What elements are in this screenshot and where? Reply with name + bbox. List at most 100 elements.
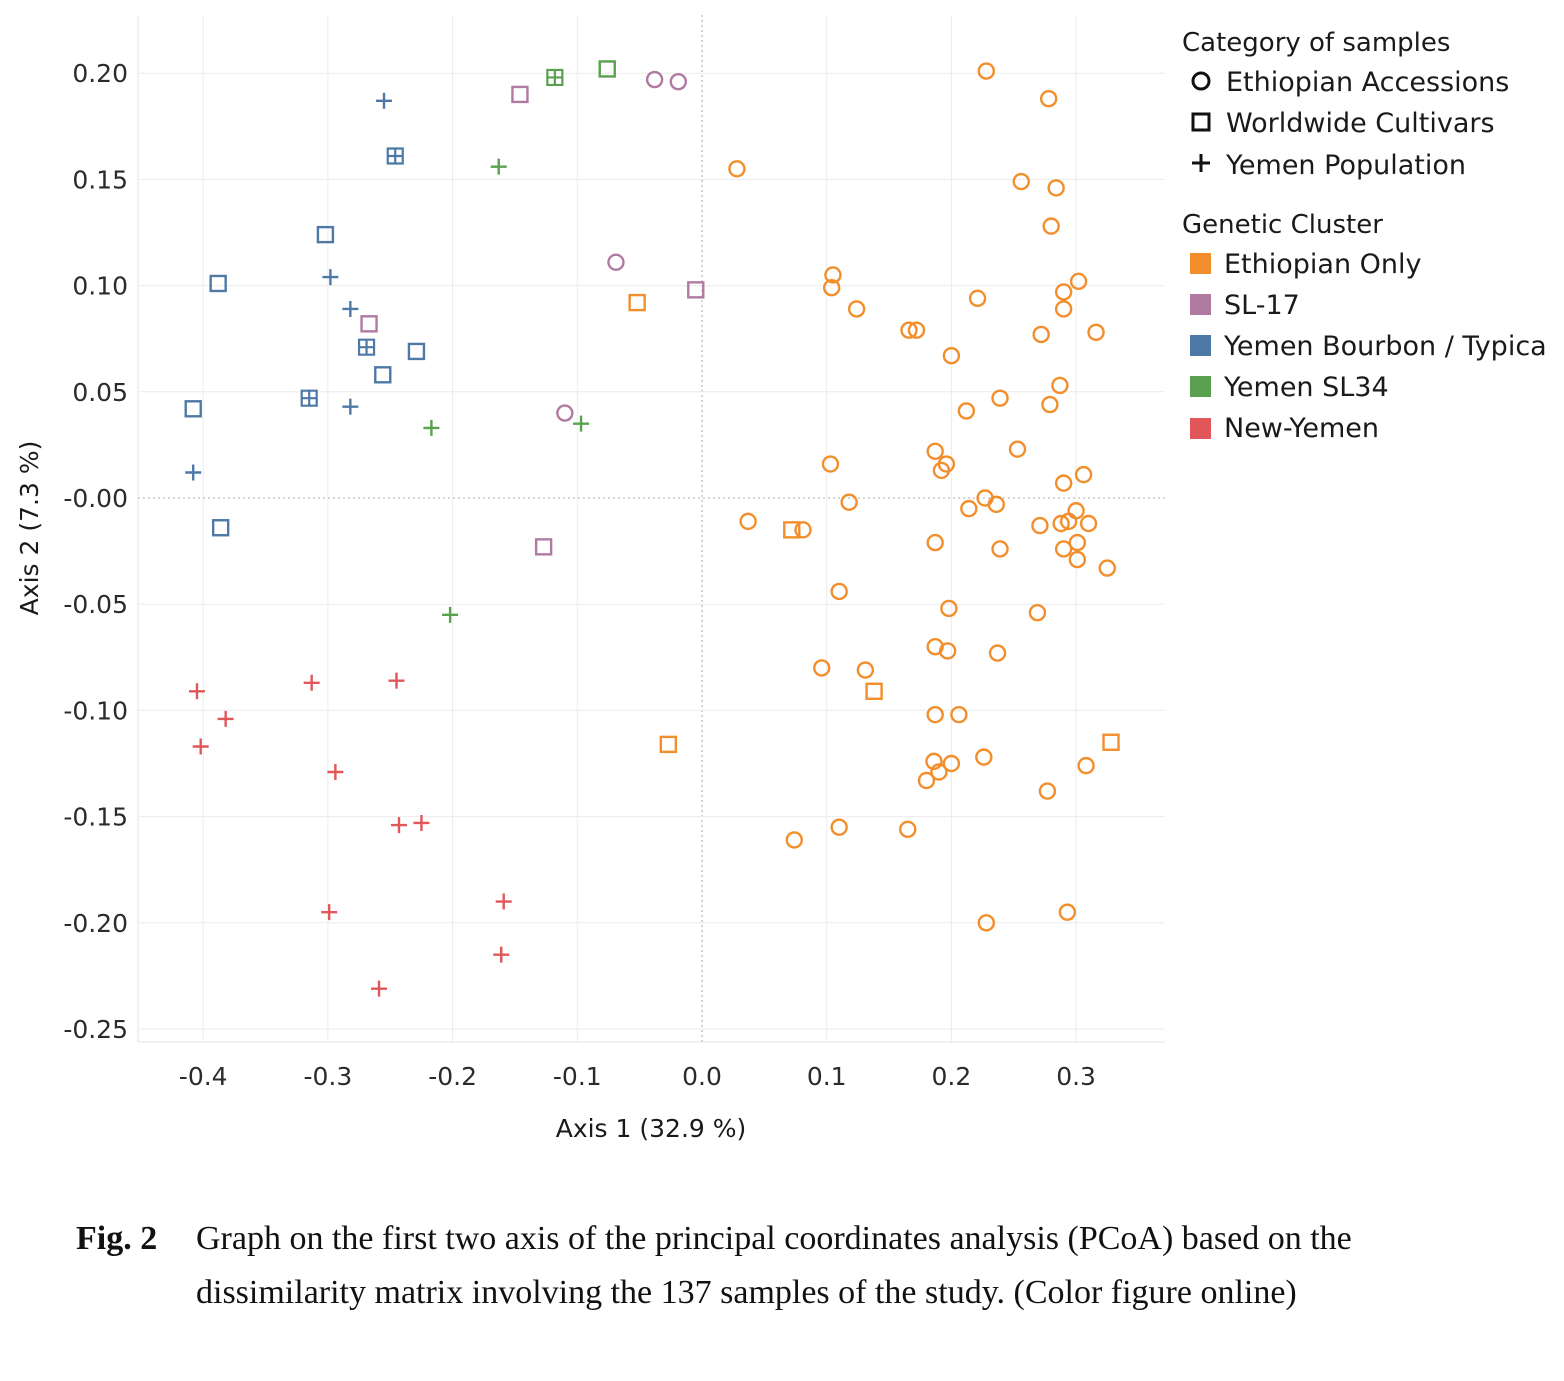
point-circle-ethiopian-only [991, 540, 1009, 558]
x-tick-label: -0.4 [179, 1062, 228, 1091]
point-plus-yemen-bourbon-typica [376, 92, 393, 109]
point-circle-ethiopian-only [926, 442, 944, 460]
legend-cluster-label: Yemen Bourbon / Typica [1223, 331, 1547, 362]
point-plus-yemen-sl34 [442, 606, 459, 623]
point-plus-new-yemen [217, 710, 234, 727]
x-axis-title: Axis 1 (32.9 %) [556, 1114, 747, 1143]
point-plus-yemen-sl34 [573, 415, 590, 432]
y-tick-label: -0.25 [63, 1015, 128, 1044]
point-square-yemen-bourbon-typica [374, 366, 392, 384]
x-tick-label: -0.3 [304, 1062, 353, 1091]
point-plus-new-yemen [188, 683, 205, 700]
point-circle-ethiopian-only [942, 754, 961, 773]
legend-circle-icon [1191, 71, 1211, 91]
point-circle-ethiopian-only [1031, 516, 1049, 535]
point-circle-ethiopian-only [1098, 559, 1116, 577]
point-squareplus-yemen-bourbon-typica [300, 389, 318, 407]
y-tick-label: -0.00 [63, 484, 128, 513]
point-circle-ethiopian-only [957, 402, 976, 420]
point-circle-ethiopian-only [926, 533, 944, 552]
point-circle-ethiopian-only [987, 495, 1005, 514]
point-circle-ethiopian-only [1054, 283, 1073, 301]
point-square-sl-17 [687, 281, 705, 299]
point-circle-ethiopian-only [813, 659, 831, 677]
point-plus-yemen-sl34 [423, 419, 440, 436]
legend-shape-label: Yemen Population [1225, 150, 1466, 181]
point-circle-ethiopian-only [856, 661, 875, 679]
point-circle-ethiopian-only [1008, 440, 1027, 458]
point-square-yemen-bourbon-typica [407, 342, 426, 361]
point-circle-ethiopian-only [1058, 903, 1077, 921]
point-circle-ethiopian-only [1041, 395, 1059, 414]
y-axis-title: Axis 2 (7.3 %) [15, 441, 44, 616]
point-plus-yemen-bourbon-typica [322, 269, 339, 286]
point-plus-yemen-sl34 [490, 158, 507, 175]
point-squareplus-yemen-bourbon-typica [386, 147, 404, 165]
point-circle-ethiopian-only [1054, 540, 1073, 558]
point-circle-ethiopian-only [991, 389, 1009, 407]
legend-color-heading: Genetic Cluster [1182, 210, 1383, 240]
point-circle-ethiopian-only [728, 160, 746, 178]
point-circle-ethiopian-only [930, 763, 948, 781]
y-tick-label: 0.10 [72, 272, 128, 301]
point-square-yemen-bourbon-typica [209, 274, 227, 293]
point-circle-ethiopian-only [925, 752, 943, 771]
point-circle-ethiopian-only [1038, 782, 1057, 800]
legend-shape-label: Worldwide Cultivars [1226, 108, 1495, 139]
tick-labels: -0.4 -0.3 -0.2 -0.1 0.0 0.1 0.2 0.3 0.20 0.15 0.10… [63, 59, 1096, 1091]
point-plus-yemen-bourbon-typica [342, 300, 359, 317]
point-circle-ethiopian-only [1051, 376, 1069, 395]
point-circle-sl-17 [607, 253, 625, 271]
x-tick-label: 0.2 [932, 1062, 972, 1091]
point-circle-ethiopian-only [785, 831, 803, 849]
point-plus-new-yemen [192, 738, 209, 755]
point-circle-sl-17 [556, 404, 574, 422]
point-circle-ethiopian-only [1087, 323, 1105, 342]
y-tick-label: -0.15 [63, 803, 128, 832]
point-square-sl-17 [511, 85, 529, 104]
point-plus-new-yemen [327, 763, 344, 780]
point-square-yemen-sl34 [598, 60, 616, 78]
point-circle-ethiopian-only [938, 642, 957, 660]
point-circle-ethiopian-only [1079, 514, 1098, 533]
point-circle-ethiopian-only [1052, 514, 1070, 533]
point-circle-ethiopian-only [977, 62, 996, 80]
point-circle-sl-17 [669, 72, 688, 91]
point-circle-ethiopian-only [988, 644, 1007, 662]
point-plus-yemen-bourbon-typica [185, 464, 202, 481]
point-plus-new-yemen [388, 672, 405, 689]
legend-swatch-ethiopian-only [1190, 253, 1211, 274]
x-tick-label: 0.0 [682, 1062, 722, 1091]
point-square-ethiopian-only [783, 521, 801, 539]
legend-cluster-label: New-Yemen [1224, 413, 1379, 444]
legend-cluster-label: SL-17 [1224, 290, 1300, 321]
point-circle-ethiopian-only [926, 705, 944, 724]
point-circle-ethiopian-only [942, 346, 961, 365]
point-circle-ethiopian-only [1042, 217, 1060, 235]
legend-swatch-yemen-sl34 [1190, 376, 1211, 397]
x-tick-label: -0.1 [553, 1062, 602, 1091]
point-circle-sl-17 [645, 70, 664, 89]
point-circle-ethiopian-only [1068, 550, 1087, 569]
point-circle-ethiopian-only [932, 461, 951, 480]
point-circle-ethiopian-only [830, 818, 848, 836]
pcoa-scatter-chart: -0.4 -0.3 -0.2 -0.1 0.0 0.1 0.2 0.3 0.20 0.15 0.10… [15, 15, 1547, 1143]
point-circle-ethiopian-only [794, 521, 812, 539]
caption-text: Graph on the first two axis of the princ… [196, 1220, 1352, 1311]
point-square-sl-17 [534, 538, 553, 556]
point-circle-ethiopian-only [950, 705, 968, 724]
y-tick-label: -0.05 [63, 590, 128, 619]
point-circle-ethiopian-only [830, 582, 848, 601]
legend-swatch-sl17 [1190, 294, 1211, 315]
point-plus-yemen-bourbon-typica [342, 398, 359, 415]
point-squareplus-yemen-bourbon-typica [357, 338, 376, 356]
figure-label: Fig. 2 [76, 1220, 158, 1257]
y-tick-label: -0.20 [63, 909, 128, 938]
point-circle-ethiopian-only [1069, 272, 1088, 291]
point-circle-ethiopian-only [739, 512, 757, 531]
x-tick-label: 0.3 [1056, 1062, 1096, 1091]
point-circle-ethiopian-only [907, 321, 926, 339]
point-circle-ethiopian-only [824, 266, 842, 284]
point-circle-ethiopian-only [1028, 603, 1047, 622]
y-tick-label: 0.20 [72, 59, 128, 88]
